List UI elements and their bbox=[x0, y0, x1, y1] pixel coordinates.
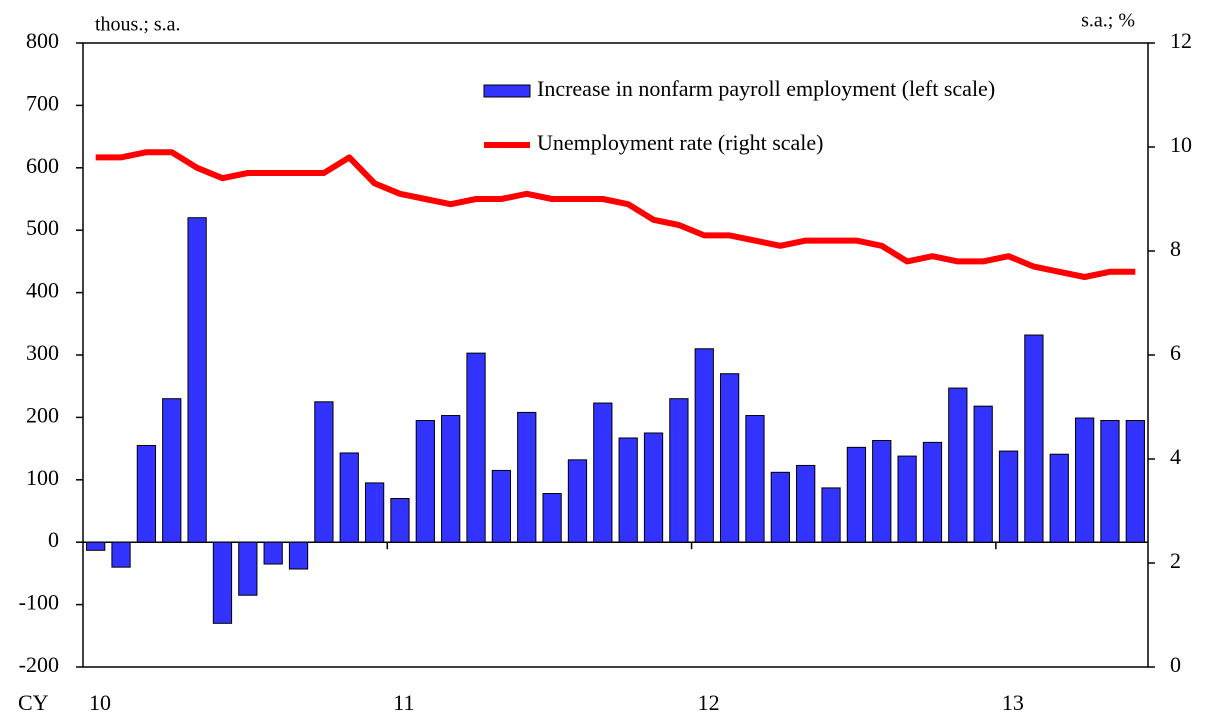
bar bbox=[796, 464, 816, 543]
y2-axis-unit: s.a.; % bbox=[1081, 10, 1135, 32]
x-tick-label: 12 bbox=[698, 690, 720, 715]
bar bbox=[390, 498, 410, 543]
y-tick-label: -200 bbox=[19, 652, 59, 677]
bar bbox=[745, 415, 765, 543]
bar bbox=[314, 401, 334, 543]
bar bbox=[263, 541, 283, 565]
bar bbox=[719, 373, 740, 543]
y2-tick-label: 10 bbox=[1170, 132, 1192, 157]
y-tick-label: 300 bbox=[26, 340, 59, 365]
bar bbox=[770, 471, 790, 543]
bar bbox=[441, 415, 461, 543]
bar bbox=[618, 437, 638, 543]
bar bbox=[86, 541, 106, 551]
bar bbox=[593, 402, 613, 543]
line bbox=[95, 149, 1136, 280]
bar bbox=[1125, 420, 1145, 543]
bar bbox=[491, 469, 512, 543]
bar bbox=[643, 432, 664, 543]
y-tick-label: 600 bbox=[26, 153, 59, 178]
x-tick-label: 10 bbox=[89, 690, 111, 715]
bar bbox=[1024, 334, 1044, 543]
bar bbox=[846, 446, 867, 543]
bar bbox=[694, 348, 714, 543]
bar bbox=[821, 487, 841, 543]
legend-label: Unemployment rate (right scale) bbox=[537, 130, 824, 155]
y-tick-label: 0 bbox=[48, 527, 59, 552]
bar bbox=[162, 398, 182, 543]
bar bbox=[288, 541, 309, 570]
bar bbox=[517, 411, 537, 543]
y2-tick-label: 8 bbox=[1170, 236, 1181, 261]
bar bbox=[238, 541, 258, 596]
bar bbox=[466, 352, 486, 543]
y-tick-label: 100 bbox=[26, 465, 59, 490]
y-tick-label: 700 bbox=[26, 90, 59, 115]
bar bbox=[339, 452, 359, 543]
bar bbox=[136, 444, 157, 543]
x-axis-label: CY bbox=[18, 690, 49, 715]
bar bbox=[364, 482, 385, 543]
bar bbox=[872, 439, 892, 543]
x-tick-label: 11 bbox=[393, 690, 414, 715]
y-tick-label: 400 bbox=[26, 278, 59, 303]
bar bbox=[897, 455, 917, 543]
y-tick-label: 800 bbox=[26, 28, 59, 53]
y-tick-label: 500 bbox=[26, 215, 59, 240]
bar bbox=[542, 493, 562, 543]
legend-swatch bbox=[483, 84, 531, 98]
bar bbox=[1049, 453, 1069, 543]
y2-tick-label: 4 bbox=[1170, 444, 1181, 469]
y2-tick-label: 0 bbox=[1170, 652, 1181, 677]
bar bbox=[415, 420, 435, 543]
bar bbox=[922, 441, 943, 543]
bar bbox=[212, 541, 233, 624]
bar bbox=[669, 398, 689, 543]
bar bbox=[111, 541, 131, 568]
y2-tick-label: 12 bbox=[1170, 28, 1192, 53]
bar bbox=[567, 459, 588, 543]
y-tick-label: 200 bbox=[26, 402, 59, 427]
bar bbox=[187, 217, 207, 543]
bar bbox=[998, 450, 1019, 543]
y2-tick-label: 2 bbox=[1170, 548, 1181, 573]
y2-tick-label: 6 bbox=[1170, 340, 1181, 365]
y-tick-label: -100 bbox=[19, 590, 59, 615]
bar bbox=[948, 387, 968, 543]
x-tick-label: 13 bbox=[1002, 690, 1024, 715]
y-axis-unit: thous.; s.a. bbox=[95, 14, 181, 36]
legend-label: Increase in nonfarm payroll employment (… bbox=[537, 76, 995, 101]
bar bbox=[1074, 417, 1095, 543]
bar bbox=[973, 405, 993, 543]
bar bbox=[1100, 420, 1120, 543]
